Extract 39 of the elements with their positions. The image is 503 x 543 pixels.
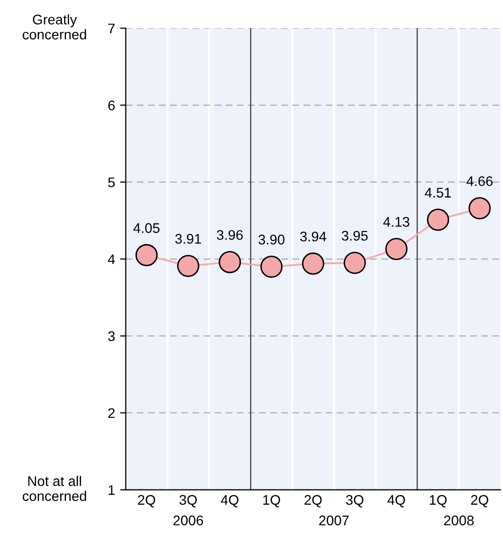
point	[177, 254, 200, 278]
x-tick-label: 2Q	[471, 495, 488, 508]
point	[426, 208, 450, 231]
y-tick-label: 6	[108, 100, 115, 110]
x-tick-label: 4Q	[387, 495, 405, 508]
point	[385, 238, 408, 260]
y-tick-label: 3	[108, 331, 115, 342]
text: Greatly concerned	[22, 14, 86, 40]
data-label: 4.05	[133, 223, 160, 233]
x-tick-label: 3Q	[179, 495, 197, 508]
text: Not at all concerned	[22, 476, 86, 501]
y-tick-label: 5	[108, 178, 115, 188]
x-tick-label: 2Q	[138, 495, 156, 508]
point	[218, 250, 241, 274]
data-label: 3.90	[258, 234, 284, 245]
data-label: 3.91	[175, 234, 202, 244]
point	[302, 252, 324, 275]
point	[135, 244, 158, 266]
text: 2006	[173, 516, 204, 526]
y-tick-label: 4	[108, 254, 115, 264]
data-label: 4.66	[466, 176, 493, 186]
x-tick-label: 4Q	[220, 495, 238, 508]
text: 2007	[319, 516, 349, 526]
x-tick-label: 1Q	[263, 495, 280, 508]
data-label: 4.51	[424, 188, 451, 198]
point	[344, 252, 366, 274]
x-tick-label: 3Q	[346, 495, 364, 508]
x-tick-label: 2Q	[304, 495, 322, 508]
data-label: 3.94	[300, 232, 326, 242]
y-tick-label: 7	[108, 24, 115, 34]
point	[468, 197, 491, 220]
data-label: 4.13	[383, 216, 410, 227]
data-label: 3.96	[216, 230, 243, 240]
point	[260, 256, 283, 278]
x-tick-label: 1Q	[430, 495, 447, 508]
y-tick-label: 2	[108, 408, 115, 418]
text: 2008	[444, 516, 474, 526]
data-label: 3.95	[342, 230, 368, 241]
y-tick-label: 1	[108, 485, 115, 495]
